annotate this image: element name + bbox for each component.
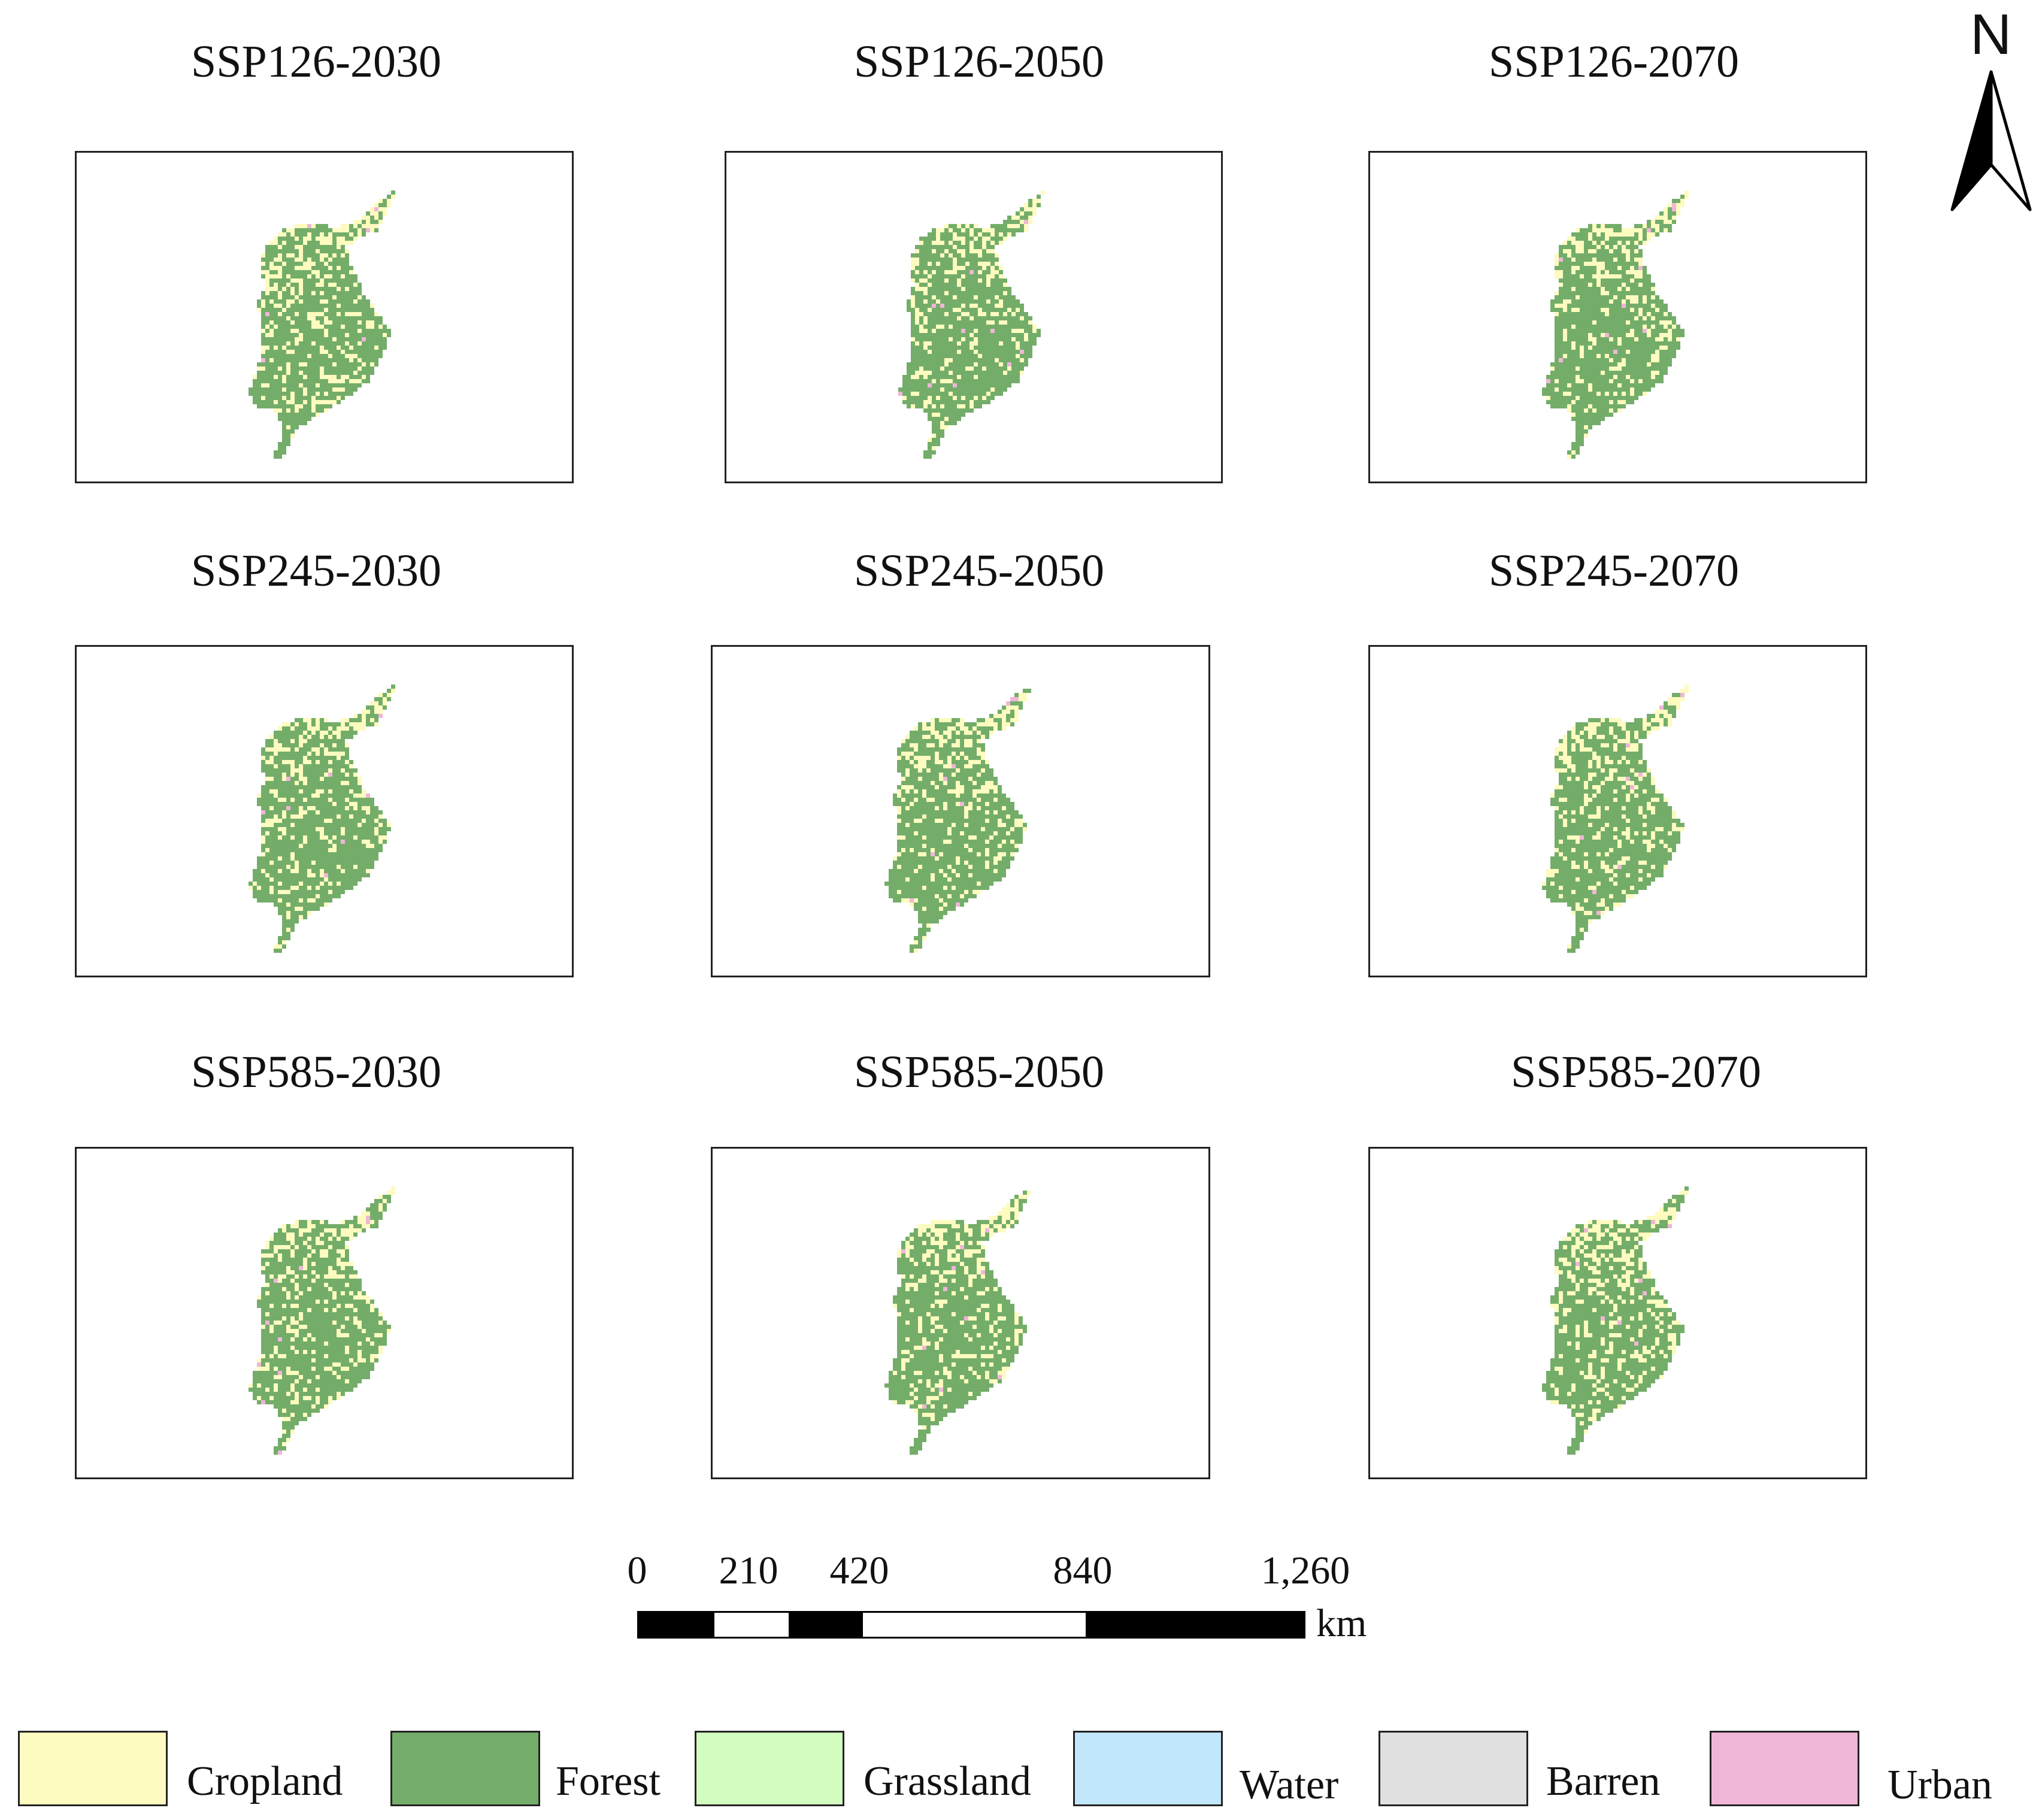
panel-title-ssp126-2070: SSP126-2070 [1488, 37, 1740, 87]
scale-unit: km [1316, 1601, 1367, 1645]
land-use-raster [1542, 1186, 1689, 1455]
map-panel-ssp585-2070 [1368, 1147, 1867, 1479]
land-use-raster [1542, 685, 1689, 953]
scale-tick-1260: 1,260 [1261, 1549, 1350, 1592]
north-arrow-icon [1950, 70, 2032, 211]
legend-label-forest: Forest [556, 1758, 661, 1804]
legend: Cropland Forest Grassland Water Barren U… [18, 1731, 2036, 1809]
map-panel-ssp245-2050 [711, 645, 1210, 977]
land-use-raster [249, 685, 395, 953]
legend-label-barren: Barren [1546, 1758, 1661, 1804]
land-use-raster [884, 689, 1031, 953]
panel-title-ssp126-2030: SSP126-2030 [190, 37, 442, 87]
legend-swatch-water [1073, 1731, 1223, 1806]
legend-swatch-cropland [18, 1731, 168, 1806]
scale-tick-0: 0 [627, 1549, 647, 1592]
legend-swatch-urban [1710, 1731, 1859, 1806]
land-use-raster [249, 190, 395, 459]
land-use-raster [884, 1191, 1031, 1455]
legend-swatch-grassland [695, 1731, 844, 1806]
panel-title-ssp245-2030: SSP245-2030 [190, 546, 442, 596]
map-panel-ssp245-2070 [1368, 645, 1867, 977]
map-panel-ssp126-2030 [75, 151, 574, 483]
land-use-raster [898, 190, 1045, 459]
scale-tick-840: 840 [1053, 1549, 1113, 1592]
north-arrow-label: N [1970, 2, 2012, 66]
land-use-raster [249, 1186, 395, 1455]
scale-tick-210: 210 [719, 1549, 778, 1592]
panel-title-ssp245-2050: SSP245-2050 [853, 546, 1105, 596]
legend-label-water: Water [1240, 1762, 1339, 1808]
map-panel-ssp585-2050 [711, 1147, 1210, 1479]
legend-label-urban: Urban [1888, 1762, 1992, 1808]
panel-title-ssp585-2070: SSP585-2070 [1510, 1047, 1762, 1097]
legend-label-cropland: Cropland [187, 1758, 343, 1804]
panel-title-ssp245-2070: SSP245-2070 [1488, 546, 1740, 596]
scale-bar-graphic [637, 1611, 1305, 1639]
scale-bar: 0 210 420 840 1,260 km [617, 1551, 1395, 1653]
map-panel-ssp126-2070 [1368, 151, 1867, 483]
map-panel-ssp245-2030 [75, 645, 574, 977]
legend-swatch-forest [390, 1731, 540, 1806]
legend-label-grassland: Grassland [864, 1758, 1031, 1804]
panel-title-ssp585-2050: SSP585-2050 [853, 1047, 1105, 1097]
land-use-raster [1542, 190, 1689, 459]
panel-title-ssp126-2050: SSP126-2050 [853, 37, 1105, 87]
scale-tick-420: 420 [829, 1549, 889, 1592]
map-panel-ssp585-2030 [75, 1147, 574, 1479]
legend-swatch-barren [1378, 1731, 1528, 1806]
panel-title-ssp585-2030: SSP585-2030 [190, 1047, 442, 1097]
map-panel-ssp126-2050 [725, 151, 1223, 483]
